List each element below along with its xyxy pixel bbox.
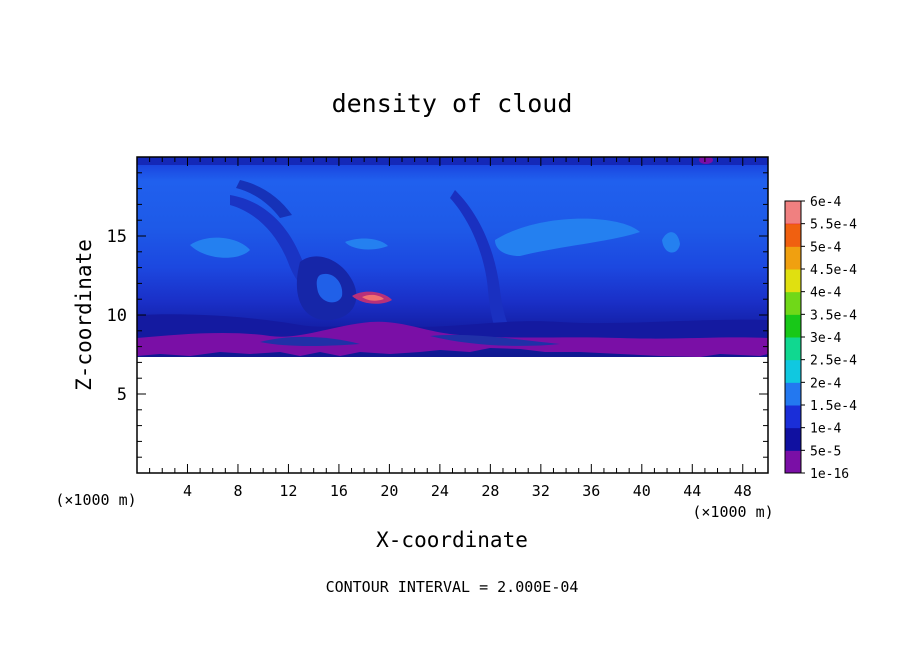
x-tick-label: 24 bbox=[431, 482, 449, 500]
top-right-blob bbox=[699, 157, 713, 164]
colorbar-level-label: 2e-4 bbox=[810, 376, 841, 391]
x-tick-label: 36 bbox=[582, 482, 600, 500]
contour-patch-4 bbox=[662, 232, 680, 253]
colorbar-swatch bbox=[785, 359, 801, 383]
colorbar-level-label: 5e-4 bbox=[810, 240, 841, 255]
contour-patch-2 bbox=[345, 238, 388, 250]
clear-air bbox=[137, 357, 768, 473]
colorbar-level-label: 1e-4 bbox=[810, 422, 841, 437]
colorbar-swatch bbox=[785, 269, 801, 293]
x-axis-ticks: 4 8 12 16 20 24 28 32 36 40 44 48 bbox=[149, 157, 756, 500]
vortex-inner bbox=[316, 273, 343, 303]
x-tick-label: 16 bbox=[330, 482, 348, 500]
local-max-core bbox=[362, 294, 384, 301]
colorbar-level-label: 4e-4 bbox=[810, 286, 841, 301]
filament-1 bbox=[230, 195, 350, 310]
colorbar-swatch bbox=[785, 382, 801, 406]
colorbar-level-label: 3e-4 bbox=[810, 331, 841, 346]
colorbar-level-label: 3.5e-4 bbox=[810, 308, 857, 323]
contour-interval-note: CONTOUR INTERVAL = 2.000E-04 bbox=[326, 578, 579, 596]
colorbar-level-label: 4.5e-4 bbox=[810, 263, 857, 278]
x-tick-label: 40 bbox=[633, 482, 651, 500]
colorbar-level-label: 6e-4 bbox=[810, 195, 841, 210]
x-tick-label: 28 bbox=[481, 482, 499, 500]
x-tick-label: 20 bbox=[380, 482, 398, 500]
x-tick-label: 44 bbox=[683, 482, 701, 500]
filament-3 bbox=[236, 180, 292, 218]
base-wisp-1 bbox=[260, 336, 360, 346]
colorbar-level-label: 2.5e-4 bbox=[810, 354, 857, 369]
y-tick-label: 5 bbox=[117, 385, 127, 405]
contour-patch-3 bbox=[495, 218, 640, 256]
x-unit-left: (×1000 m) bbox=[55, 491, 136, 509]
y-axis-label: Z-coordinate bbox=[72, 239, 96, 391]
colorbar: 1e-16 5e-5 1e-4 1.5e-4 2e-4 2.5e-4 3e-4 3.5e-4 4… bbox=[784, 195, 857, 482]
colorbar-swatch bbox=[785, 246, 801, 270]
x-tick-label: 48 bbox=[734, 482, 752, 500]
colorbar-swatch-top bbox=[785, 201, 801, 224]
chart-title: density of cloud bbox=[332, 89, 573, 118]
y-axis-ticks: 5 10 15 bbox=[107, 172, 768, 458]
colorbar-swatch bbox=[785, 427, 801, 451]
colorbar-level-label: 1.5e-4 bbox=[810, 399, 857, 414]
x-tick-label: 12 bbox=[279, 482, 297, 500]
colorbar-level-label: 1e-16 bbox=[810, 467, 849, 482]
filament-2 bbox=[450, 190, 520, 348]
x-unit-right: (×1000 m) bbox=[692, 503, 773, 521]
x-axis-label: X-coordinate bbox=[376, 528, 528, 552]
colorbar-level-label: 5e-5 bbox=[810, 444, 841, 459]
x-tick-label: 32 bbox=[532, 482, 550, 500]
y-tick-label: 10 bbox=[107, 306, 127, 326]
colorbar-swatch bbox=[785, 450, 801, 474]
base-wisp-2 bbox=[430, 334, 560, 346]
colorbar-swatch bbox=[785, 314, 801, 338]
contour-patch-1 bbox=[190, 237, 250, 258]
colorbar-swatch bbox=[785, 405, 801, 429]
colorbar-swatch bbox=[785, 223, 801, 247]
cloud-field bbox=[137, 157, 768, 473]
colorbar-swatch bbox=[785, 291, 801, 315]
x-tick-label: 8 bbox=[233, 482, 242, 500]
y-tick-label: 15 bbox=[107, 227, 127, 247]
colorbar-swatch bbox=[785, 337, 801, 361]
colorbar-level-label: 5.5e-4 bbox=[810, 218, 857, 233]
x-tick-label: 4 bbox=[183, 482, 192, 500]
